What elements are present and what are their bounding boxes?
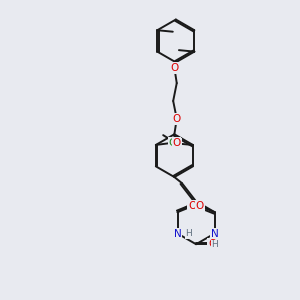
Text: O: O bbox=[170, 63, 178, 73]
Text: O: O bbox=[172, 114, 181, 124]
Text: N: N bbox=[211, 229, 218, 238]
Text: O: O bbox=[196, 201, 204, 211]
Text: O: O bbox=[188, 201, 196, 211]
Text: H: H bbox=[185, 229, 192, 238]
Text: O: O bbox=[172, 139, 181, 148]
Text: H: H bbox=[211, 240, 218, 249]
Text: O: O bbox=[208, 239, 217, 249]
Text: Cl: Cl bbox=[169, 138, 180, 148]
Text: N: N bbox=[174, 229, 182, 238]
